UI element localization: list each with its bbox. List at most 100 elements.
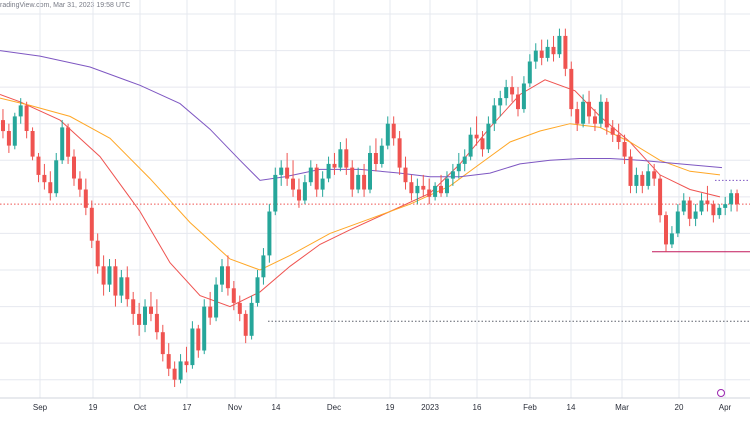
candle-body	[208, 306, 213, 318]
x-tick-label: 19	[386, 403, 395, 412]
candle-body	[717, 207, 722, 216]
candle-body	[575, 109, 580, 124]
candle-body	[587, 101, 591, 117]
candle-body	[646, 171, 651, 186]
candle-body	[711, 204, 716, 216]
candle-body	[681, 200, 686, 212]
candle-body	[12, 116, 17, 146]
candle-body	[652, 171, 657, 179]
candle-body	[545, 46, 550, 58]
candle-body	[279, 167, 284, 175]
candle-body	[237, 302, 242, 314]
candle-body	[107, 266, 112, 285]
x-tick-label: Nov	[228, 403, 242, 412]
candle-body	[705, 200, 710, 205]
candle-body	[214, 284, 219, 318]
candle-body	[160, 332, 165, 355]
event-marker-icon	[717, 389, 725, 397]
candle-body	[285, 167, 290, 179]
candle-body	[125, 277, 130, 300]
candle-body	[427, 189, 432, 197]
candle-body	[1, 120, 5, 132]
candle-body	[356, 174, 361, 190]
candle-body	[83, 189, 88, 208]
x-tick-label: Mar	[615, 403, 629, 412]
candle-body	[243, 313, 248, 336]
candle-body	[231, 288, 236, 303]
candle-body	[480, 138, 485, 150]
candle-body	[255, 277, 260, 303]
x-tick-label: Oct	[134, 403, 147, 412]
candle-body	[190, 328, 195, 366]
candle-body	[308, 167, 313, 183]
candle-body	[658, 178, 663, 216]
candle-body	[291, 178, 295, 190]
watermark-text: radingView.com, Mar 31, 2023 19:58 UTC	[0, 2, 131, 9]
candle-body	[362, 174, 367, 190]
candle-body	[113, 266, 118, 296]
candle-body	[510, 87, 515, 95]
candle-body	[385, 123, 390, 146]
candle-body	[66, 127, 71, 157]
candle-body	[143, 306, 147, 325]
x-tick-label: Dec	[327, 403, 341, 412]
x-tick-label: 2023	[421, 403, 439, 412]
candle-body	[539, 50, 544, 58]
candle-body	[101, 266, 106, 285]
candle-body	[474, 134, 479, 139]
candle-body	[569, 68, 574, 110]
x-tick-label: 14	[567, 403, 576, 412]
x-tick-label: 14	[272, 403, 281, 412]
candle-body	[439, 185, 443, 194]
candle-body	[581, 101, 586, 124]
x-tick-label: 20	[675, 403, 684, 412]
candle-body	[72, 156, 76, 179]
candle-body	[6, 131, 11, 146]
candle-body	[729, 193, 734, 205]
x-tick-label: 16	[473, 403, 482, 412]
candle-body	[332, 163, 337, 168]
candle-body	[314, 167, 319, 190]
candle-body	[137, 313, 142, 325]
candle-body	[622, 142, 627, 157]
candle-body	[60, 127, 65, 161]
candle-body	[492, 105, 497, 124]
candle-body	[521, 83, 526, 110]
candle-body	[610, 127, 615, 135]
x-tick-label: Sep	[33, 403, 48, 412]
candle-body	[456, 163, 461, 172]
candle-body	[379, 145, 384, 164]
candle-body	[675, 211, 680, 234]
candle-body	[391, 123, 396, 139]
candle-body	[551, 46, 556, 55]
candle-body	[119, 277, 124, 296]
candle-body	[486, 123, 491, 150]
candle-body	[557, 35, 562, 55]
candle-body	[450, 171, 455, 179]
candle-body	[723, 204, 728, 208]
candle-body	[172, 368, 177, 380]
candle-body	[699, 200, 704, 212]
x-tick-label: 19	[89, 403, 98, 412]
candle-body	[421, 185, 426, 190]
candle-body	[409, 182, 414, 194]
candle-body	[397, 138, 402, 168]
candle-body	[628, 156, 633, 186]
candle-body	[533, 50, 538, 62]
candle-body	[498, 98, 503, 106]
candle-body	[616, 134, 621, 142]
candle-body	[30, 131, 35, 157]
candle-body	[462, 156, 467, 164]
candle-body	[563, 35, 568, 69]
candle-body	[468, 134, 473, 157]
candle-body	[415, 185, 420, 194]
candle-body	[36, 156, 41, 175]
candle-body	[202, 306, 207, 351]
candle-body	[344, 149, 349, 168]
candle-body	[320, 178, 325, 190]
x-tick-label: Feb	[523, 403, 537, 412]
candle-body	[669, 233, 674, 245]
candle-body	[433, 185, 438, 197]
candle-body	[338, 149, 343, 168]
candle-body	[350, 167, 355, 190]
